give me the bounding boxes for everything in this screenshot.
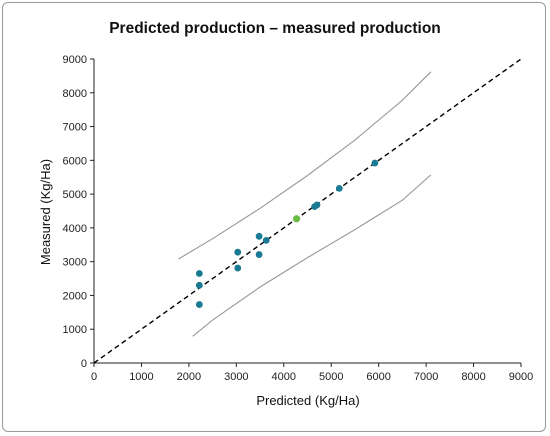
y-tick-label: 2000 (63, 290, 87, 302)
chart-title: Predicted production – measured producti… (109, 20, 441, 37)
plot-area: 0 1000 2000 3000 4000 5000 6000 7000 8000 9000 0 10… (63, 54, 534, 383)
data-point (255, 232, 263, 240)
data-point (371, 159, 379, 167)
x-tick-label: 3000 (224, 371, 248, 383)
upper-band-line (178, 71, 432, 260)
y-tick-label: 6000 (63, 155, 87, 167)
y-tick-label: 7000 (63, 122, 87, 134)
x-axis-label: Predicted (Kg/Ha) (256, 393, 359, 408)
x-tick-label: 8000 (461, 371, 485, 383)
highlight-data-point (292, 215, 301, 223)
chart-frame (2, 2, 546, 432)
data-point (313, 201, 321, 209)
y-tick-label: 4000 (63, 223, 87, 235)
y-tick-label: 0 (81, 358, 87, 370)
y-axis-label: Measured (Kg/Ha) (38, 159, 53, 265)
x-tick-label: 4000 (272, 371, 296, 383)
data-point (255, 251, 263, 258)
data-point (195, 270, 203, 277)
data-point (234, 248, 242, 256)
y-tick-label: 9000 (63, 54, 87, 66)
data-point (335, 184, 343, 192)
data-point (262, 236, 270, 244)
data-point (195, 281, 203, 289)
x-tick-label: 0 (91, 371, 97, 383)
x-tick-label: 5000 (319, 371, 343, 383)
identity-line (93, 58, 522, 364)
data-point (234, 264, 242, 272)
x-tick-label: 6000 (366, 371, 390, 383)
y-tick-label: 1000 (63, 324, 87, 336)
y-tick-label: 8000 (63, 88, 87, 100)
x-tick-label: 1000 (129, 371, 153, 383)
x-tick-label: 9000 (509, 371, 533, 383)
y-tick-label: 5000 (63, 189, 87, 201)
lower-band-line (192, 174, 432, 337)
data-point (195, 301, 203, 308)
y-tick-label: 3000 (63, 257, 87, 269)
x-tick-label: 2000 (177, 371, 201, 383)
x-tick-label: 7000 (414, 371, 438, 383)
